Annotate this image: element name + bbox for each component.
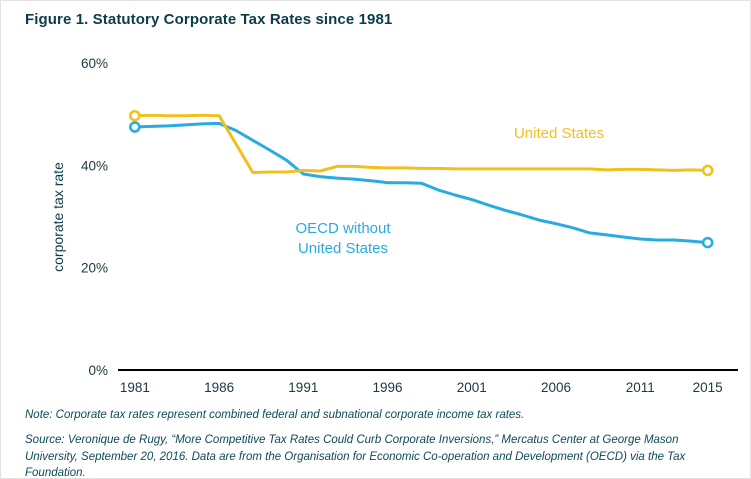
y-tick-label: 20% [81, 261, 108, 276]
x-tick-label: 1986 [204, 380, 234, 395]
series-line-united-states [133, 113, 710, 174]
endpoint-marker [701, 164, 714, 177]
x-tick-label: 1981 [120, 380, 150, 395]
endpoint-marker [701, 236, 714, 249]
series-label-oecd-without-us: OECD without United States [295, 219, 391, 257]
figure-title: Figure 1. Statutory Corporate Tax Rates … [25, 11, 393, 28]
x-tick-label: 2001 [457, 380, 487, 395]
line-chart: 0% 20% 40% 60% 1981 1986 1991 1996 2001 2006 2011 2… [81, 56, 738, 395]
series-line-oecd-without-united-states [133, 121, 710, 245]
x-tick-label: 2006 [541, 380, 571, 395]
x-tick-label: 2011 [626, 380, 655, 395]
x-tick-label: 1996 [373, 380, 403, 395]
y-tick-label: 0% [88, 363, 108, 378]
series-label-united-states: United States [513, 124, 605, 142]
endpoint-marker [129, 121, 141, 133]
x-tick-label: 1991 [288, 380, 318, 395]
y-tick-label: 60% [81, 56, 108, 71]
y-axis-label: corporate tax rate [50, 162, 66, 272]
x-tick-label: 2015 [693, 380, 723, 395]
note-text: Note: Corporate tax rates represent comb… [25, 409, 525, 421]
source-text: Source: Veronique de Rugy, “More Competi… [25, 434, 686, 479]
y-tick-label: 40% [81, 158, 108, 173]
endpoint-marker [129, 109, 141, 122]
